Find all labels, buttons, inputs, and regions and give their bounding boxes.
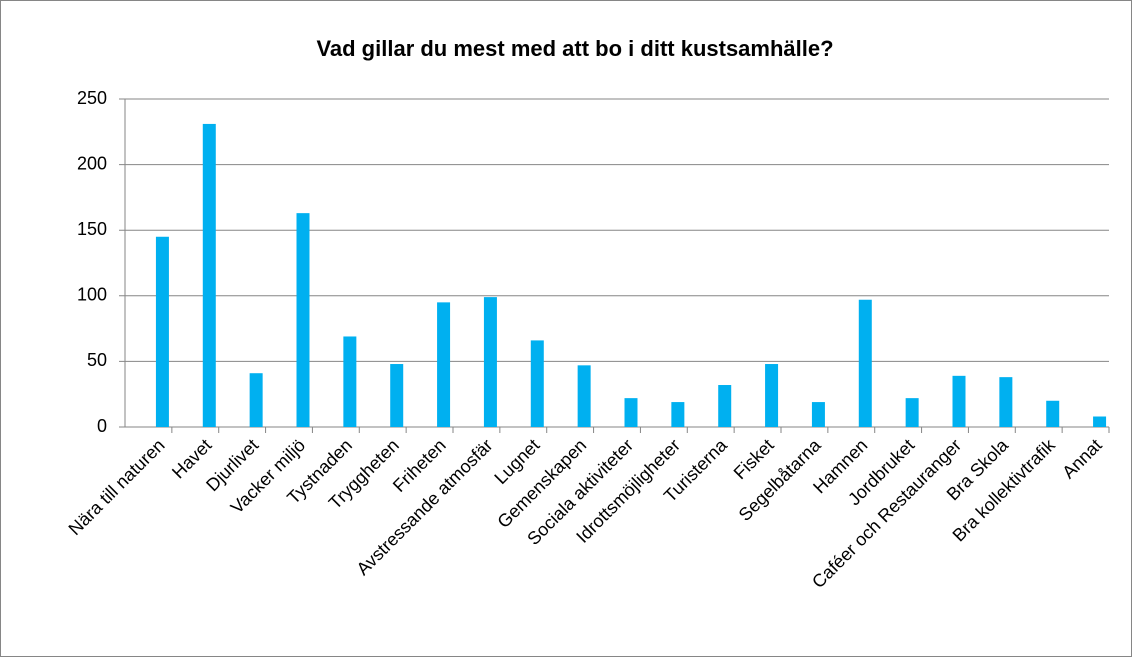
bar (155, 236, 169, 427)
bar (999, 377, 1013, 427)
bar (718, 385, 732, 427)
bar (1046, 400, 1060, 427)
bar (624, 398, 638, 427)
bar (671, 402, 685, 427)
y-tick-label: 50 (87, 350, 107, 370)
y-tick-label: 250 (77, 88, 107, 108)
bar (765, 364, 779, 427)
bar (952, 375, 966, 427)
chart-title: Vad gillar du mest med att bo i ditt kus… (316, 36, 833, 61)
bar (1093, 416, 1107, 427)
bar (577, 365, 591, 427)
bar (437, 302, 451, 427)
y-tick-label: 150 (77, 219, 107, 239)
bar (296, 213, 310, 427)
y-tick-label: 100 (77, 285, 107, 305)
bar (390, 364, 404, 427)
bar (202, 123, 216, 427)
bar (343, 336, 357, 427)
y-tick-label: 200 (77, 153, 107, 173)
bar (858, 299, 872, 427)
bar (905, 398, 919, 427)
bar (483, 297, 497, 427)
bar (249, 373, 263, 427)
bar (530, 340, 544, 427)
bar (811, 402, 825, 427)
y-tick-label: 0 (97, 416, 107, 436)
